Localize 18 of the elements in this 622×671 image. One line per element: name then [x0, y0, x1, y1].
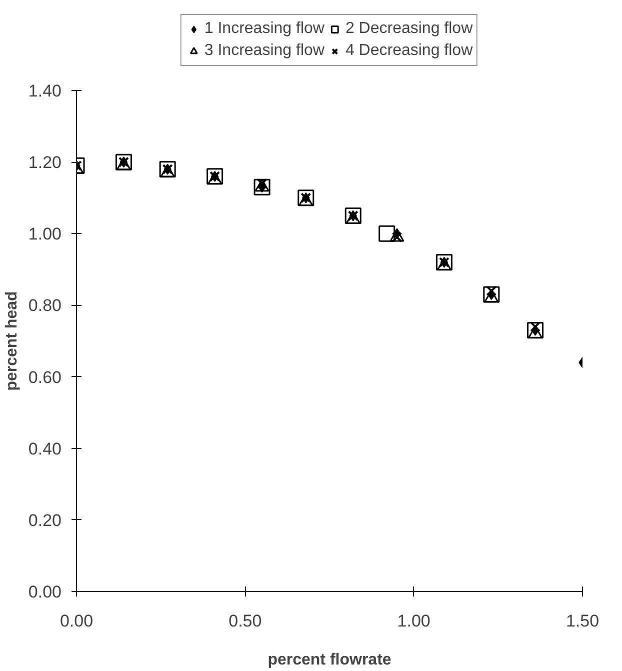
legend-label: 3 Increasing flow: [204, 42, 324, 60]
x-tick-label: 0.50: [228, 612, 262, 630]
x-tick-label: 0.00: [60, 612, 94, 630]
y-axis-title: percent head: [3, 291, 20, 391]
legend-label: 4 Decreasing flow: [345, 42, 473, 60]
y-tick-label: 1.40: [28, 82, 62, 100]
y-tick-label: 1.00: [28, 224, 62, 244]
legend-label: 1 Increasing flow: [204, 20, 324, 38]
x-axis-title: percent flowrate: [268, 652, 392, 668]
y-tick-label: 0.80: [28, 296, 62, 316]
y-tick-label: 0.20: [28, 510, 62, 530]
y-tick-label: 1.20: [28, 153, 62, 172]
y-tick-label: 0.40: [28, 439, 62, 458]
legend-label: 2 Decreasing flow: [345, 20, 473, 38]
y-tick-label: 0.60: [28, 368, 62, 387]
x-tick-label: 1.00: [397, 612, 430, 630]
y-tick-label: 0.00: [28, 582, 62, 602]
x-tick-label: 1.50: [566, 612, 600, 630]
